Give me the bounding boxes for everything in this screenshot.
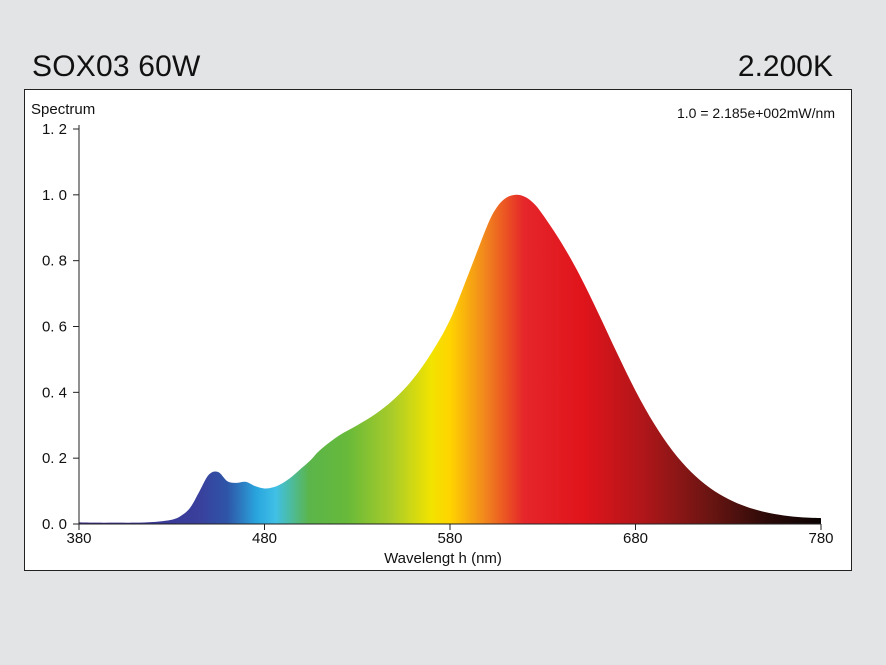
- y-tick-label: 0. 6: [42, 319, 67, 336]
- color-temperature-label: 2.200K: [737, 50, 833, 83]
- plot-area: 0. 0 0. 2 0. 4 0. 6 0. 8 1. 0 1. 2 380 480 580 680…: [42, 121, 834, 547]
- spectrum-area: [79, 194, 821, 524]
- spectrum-chart-panel: 0. 0 0. 2 0. 4 0. 6 0. 8 1. 0 1. 2 380 480 580 680…: [24, 89, 852, 571]
- y-tick-label: 0. 8: [42, 253, 67, 270]
- spectrum-chart: 0. 0 0. 2 0. 4 0. 6 0. 8 1. 0 1. 2 380 480 580 680…: [31, 101, 835, 567]
- x-tick-label: 380: [66, 530, 91, 547]
- x-tick-label: 580: [437, 530, 462, 547]
- y-tick-label: 0. 2: [42, 450, 67, 467]
- y-tick-label: 0. 4: [42, 384, 67, 401]
- x-tick-label: 480: [252, 530, 277, 547]
- y-tick-label: 1. 0: [42, 187, 67, 204]
- y-axis-label: Spectrum: [31, 101, 95, 118]
- scale-annotation: 1.0 = 2.185e+002mW/nm: [677, 105, 835, 121]
- x-tick-label: 680: [623, 530, 648, 547]
- lamp-model-title: SOX03 60W: [32, 50, 201, 83]
- x-axis-label: Wavelengt h (nm): [384, 550, 502, 567]
- y-tick-label: 0. 0: [42, 516, 67, 533]
- y-tick-label: 1. 2: [42, 121, 67, 138]
- x-tick-label: 780: [808, 530, 833, 547]
